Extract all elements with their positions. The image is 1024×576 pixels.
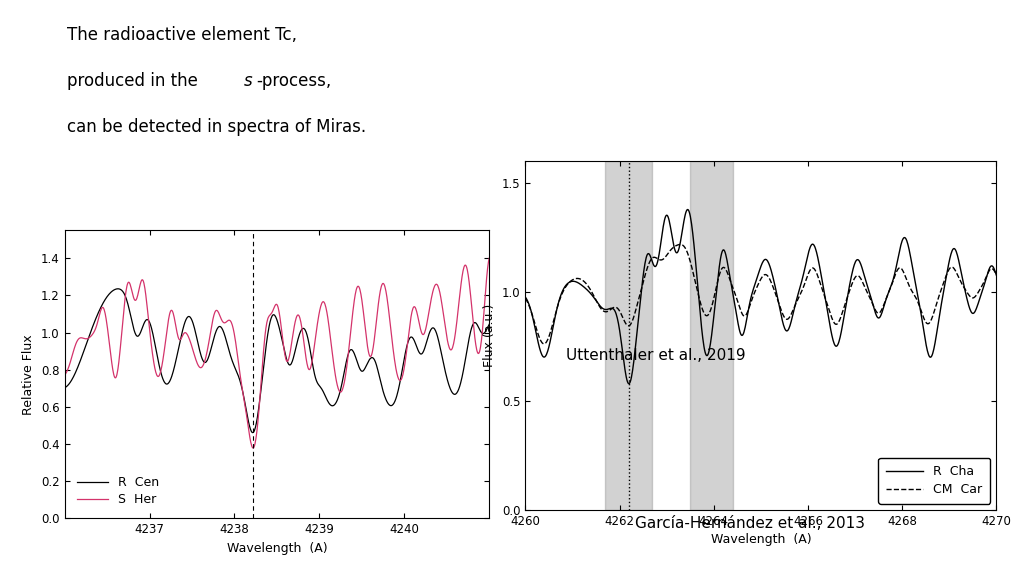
CM  Car [820, 299, 833, 306]
Text: Uttenthaler et al., 2019: Uttenthaler et al., 2019 [565, 348, 745, 363]
R  Cen [379, 395, 391, 401]
Y-axis label: Relative Flux: Relative Flux [23, 334, 36, 415]
R  Cen [169, 358, 181, 365]
CM  Car [549, 313, 561, 320]
R  Cen [241, 408, 253, 415]
Text: can be detected in spectra of Miras.: can be detected in spectra of Miras. [67, 118, 366, 136]
R  Cha [519, 294, 531, 301]
S  Her [58, 372, 71, 378]
Text: produced in the: produced in the [67, 72, 203, 90]
R  Cen [361, 359, 374, 366]
S  Her [483, 254, 496, 261]
R  Cen [112, 285, 124, 292]
R  Cen [247, 429, 259, 436]
Line: R  Cen: R Cen [65, 289, 489, 433]
Text: The radioactive element Tc,: The radioactive element Tc, [67, 26, 297, 44]
X-axis label: Wavelength  (A): Wavelength (A) [711, 533, 811, 546]
Legend: R  Cha, CM  Car: R Cha, CM Car [879, 457, 990, 503]
S  Her [240, 408, 252, 415]
S  Her [361, 343, 374, 350]
S  Her [104, 352, 117, 359]
Line: R  Cha: R Cha [525, 210, 996, 384]
R  Cha [806, 241, 818, 248]
Text: -process,: -process, [256, 72, 332, 90]
CM  Car [519, 295, 531, 302]
Line: CM  Car: CM Car [525, 244, 996, 344]
S  Her [379, 283, 391, 290]
CM  Car [674, 241, 686, 248]
R  Cha [926, 352, 938, 359]
X-axis label: Wavelength  (A): Wavelength (A) [226, 542, 328, 555]
R  Cha [623, 380, 635, 387]
R  Cha [820, 302, 833, 309]
R  Cha [878, 304, 890, 310]
CM  Car [538, 340, 550, 347]
Text: García-Hernández et al., 2013: García-Hernández et al., 2013 [635, 516, 865, 530]
Bar [605, 161, 652, 510]
R  Cha [681, 206, 693, 213]
R  Cen [58, 384, 71, 391]
S  Her [426, 293, 438, 300]
R  Cen [426, 325, 438, 332]
R  Cen [483, 320, 496, 327]
R  Cen [104, 289, 117, 296]
CM  Car [990, 271, 1002, 278]
Legend: R  Cen, S  Her: R Cen, S Her [71, 470, 166, 512]
R  Cha [990, 272, 1002, 279]
Text: s: s [244, 72, 253, 90]
R  Cha [548, 318, 560, 325]
S  Her [169, 319, 181, 325]
CM  Car [926, 314, 938, 321]
CM  Car [806, 264, 818, 271]
Bar [690, 161, 732, 510]
R  Cha [794, 284, 806, 291]
Line: S  Her: S Her [65, 257, 489, 448]
Y-axis label: Flux (a.u.): Flux (a.u.) [483, 304, 497, 367]
CM  Car [878, 301, 890, 308]
S  Her [247, 445, 259, 452]
CM  Car [794, 291, 806, 298]
